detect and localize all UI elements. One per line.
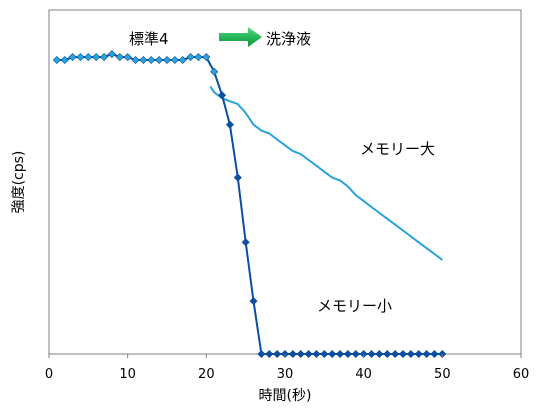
data-point — [84, 53, 93, 62]
data-point — [383, 349, 392, 359]
data-point — [76, 53, 85, 62]
x-tick-label: 0 — [45, 367, 53, 382]
data-point — [391, 349, 400, 359]
data-point — [100, 53, 109, 62]
data-point — [422, 349, 431, 359]
plot-area — [48, 9, 522, 355]
data-point — [241, 238, 250, 247]
data-point — [218, 91, 227, 100]
series-line-0 — [209, 85, 443, 261]
x-tick-label: 60 — [513, 367, 530, 382]
x-tick-label: 40 — [355, 367, 372, 382]
data-point — [273, 349, 282, 359]
data-point — [320, 349, 329, 359]
data-point — [52, 55, 61, 65]
data-point — [406, 349, 415, 359]
data-point — [296, 349, 305, 359]
data-point — [186, 53, 195, 62]
y-axis-title: 強度(cps) — [11, 151, 27, 214]
data-point — [68, 53, 77, 62]
data-point — [328, 349, 337, 359]
data-point — [131, 55, 140, 65]
small-memory-label: メモリー小 — [317, 297, 392, 315]
data-point — [202, 53, 211, 62]
data-point — [162, 55, 172, 65]
data-point — [155, 55, 164, 65]
data-point — [375, 349, 384, 359]
data-point — [107, 50, 116, 59]
data-point — [210, 67, 219, 76]
x-tick-label: 10 — [119, 367, 136, 382]
x-tick-label: 50 — [434, 367, 451, 382]
data-point — [336, 349, 345, 359]
series-layer — [52, 50, 447, 359]
data-point — [115, 53, 124, 62]
data-point — [265, 349, 274, 359]
data-point — [414, 349, 423, 359]
data-point — [194, 53, 203, 62]
data-point — [367, 349, 376, 359]
data-point — [147, 55, 156, 65]
data-point — [178, 55, 187, 65]
x-axis-title: 時間(秒) — [259, 388, 312, 404]
data-point — [343, 349, 352, 359]
large-memory-label: メモリー大 — [360, 140, 435, 158]
data-point — [312, 349, 321, 359]
data-point — [139, 55, 148, 65]
data-point — [92, 53, 101, 62]
x-tick-label: 30 — [277, 367, 294, 382]
data-point — [398, 349, 408, 359]
data-point — [123, 53, 132, 62]
data-point — [225, 120, 234, 129]
data-point — [288, 349, 297, 359]
standard-label: 標準4 — [129, 30, 169, 48]
data-point — [170, 55, 179, 65]
data-point — [430, 349, 439, 359]
data-point — [249, 297, 258, 306]
arrow-right-icon — [219, 27, 262, 47]
data-point — [304, 349, 313, 359]
data-point — [257, 349, 266, 359]
x-axis: 0 10 20 30 40 50 60 — [45, 354, 529, 382]
data-point — [233, 173, 242, 182]
data-point — [60, 55, 69, 65]
data-point — [351, 349, 360, 359]
wash-label: 洗浄液 — [266, 30, 311, 48]
x-tick-label: 20 — [198, 367, 215, 382]
